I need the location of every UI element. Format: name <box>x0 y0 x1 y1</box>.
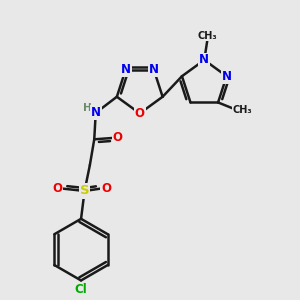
Text: CH₃: CH₃ <box>233 105 253 115</box>
Text: Cl: Cl <box>75 283 87 296</box>
Text: N: N <box>91 106 101 119</box>
Text: N: N <box>121 63 130 76</box>
Text: N: N <box>149 63 159 76</box>
Text: H: H <box>83 103 92 112</box>
Text: O: O <box>52 182 62 195</box>
Text: CH₃: CH₃ <box>197 31 217 40</box>
Text: O: O <box>101 182 111 195</box>
Text: O: O <box>135 107 145 120</box>
Text: N: N <box>199 53 209 67</box>
Text: O: O <box>113 131 123 144</box>
Text: S: S <box>80 184 89 197</box>
Text: N: N <box>222 70 232 83</box>
